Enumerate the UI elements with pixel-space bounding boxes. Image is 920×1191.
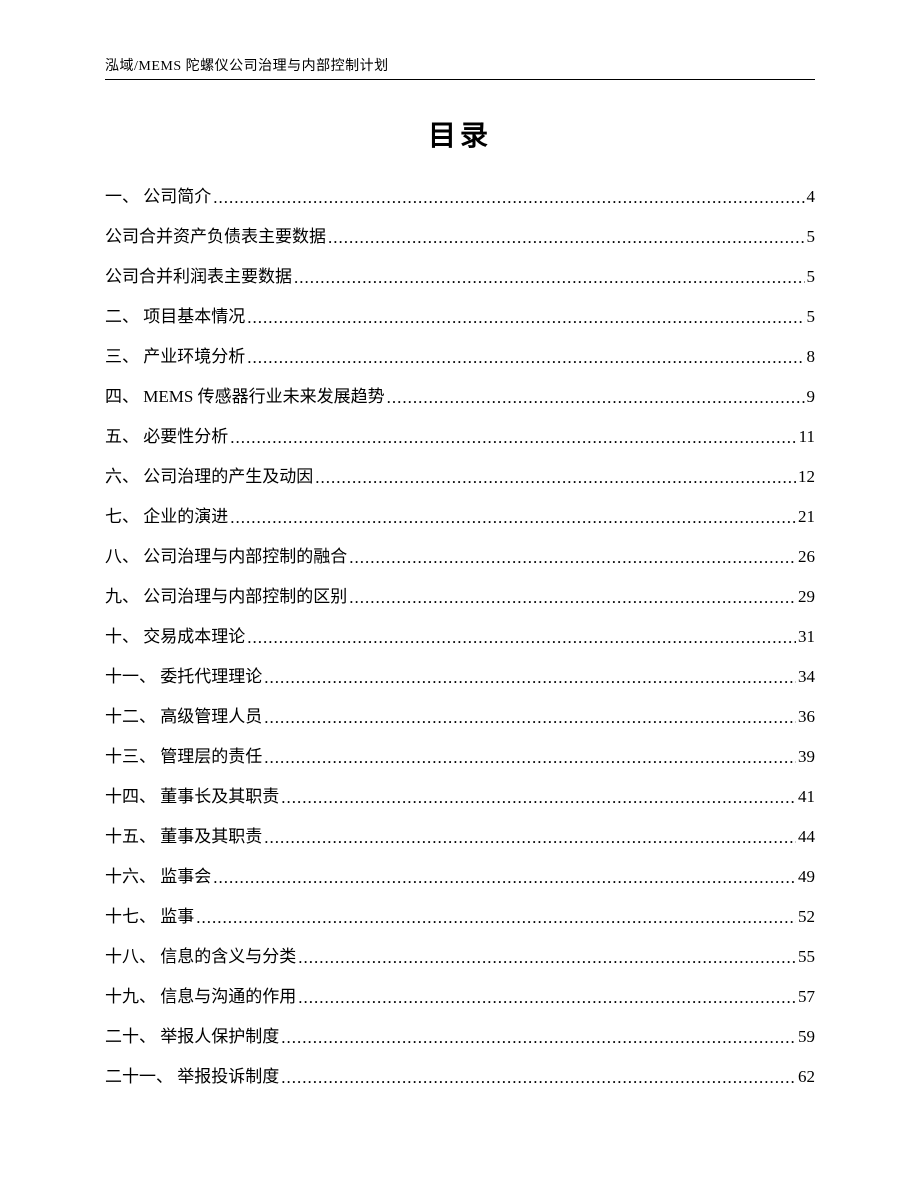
toc-item-page: 59 (798, 1027, 815, 1047)
toc-item-label: 五、 必要性分析 (105, 422, 228, 447)
toc-item-label: 二十、 举报人保护制度 (105, 1022, 279, 1047)
toc-item: 十四、 董事长及其职责 41 (105, 782, 815, 822)
toc-leader-dots (294, 268, 805, 288)
toc-item-label: 十四、 董事长及其职责 (105, 782, 279, 807)
toc-item: 三、 产业环境分析 8 (105, 342, 815, 382)
toc-leader-dots (298, 988, 796, 1008)
toc-item-label: 十七、 监事 (105, 902, 194, 927)
toc-leader-dots (247, 628, 796, 648)
toc-item-label: 十九、 信息与沟通的作用 (105, 982, 296, 1007)
toc-leader-dots (230, 508, 796, 528)
toc-item-page: 21 (798, 507, 815, 527)
toc-item-page: 49 (798, 867, 815, 887)
toc-leader-dots (281, 1028, 796, 1048)
table-of-contents: 一、 公司简介4公司合并资产负债表主要数据5公司合并利润表主要数据5二、 项目基… (105, 182, 815, 1102)
toc-item-page: 44 (798, 827, 815, 847)
toc-item: 七、 企业的演进 21 (105, 502, 815, 542)
toc-item: 公司合并资产负债表主要数据 5 (105, 222, 815, 262)
toc-leader-dots (387, 388, 805, 408)
toc-item-page: 36 (798, 707, 815, 727)
toc-item-label: 四、 MEMS 传感器行业未来发展趋势 (105, 382, 385, 407)
toc-item: 二十、 举报人保护制度 59 (105, 1022, 815, 1062)
toc-item: 二、 项目基本情况 5 (105, 302, 815, 342)
toc-item-page: 5 (807, 227, 816, 247)
toc-leader-dots (349, 588, 796, 608)
toc-item-label: 一、 公司简介 (105, 182, 211, 207)
toc-item-page: 41 (798, 787, 815, 807)
toc-item-page: 62 (798, 1067, 815, 1087)
toc-item: 十三、 管理层的责任 39 (105, 742, 815, 782)
toc-item-page: 31 (798, 627, 815, 647)
toc-leader-dots (247, 308, 804, 328)
toc-item-page: 5 (807, 307, 816, 327)
toc-item-page: 8 (807, 347, 816, 367)
toc-leader-dots (264, 748, 796, 768)
toc-item: 八、 公司治理与内部控制的融合 26 (105, 542, 815, 582)
toc-item-label: 十三、 管理层的责任 (105, 742, 262, 767)
toc-leader-dots (264, 668, 796, 688)
toc-item: 十九、 信息与沟通的作用 57 (105, 982, 815, 1022)
toc-item: 十一、 委托代理理论 34 (105, 662, 815, 702)
toc-item-page: 11 (799, 427, 815, 447)
toc-item-label: 二十一、 举报投诉制度 (105, 1062, 279, 1087)
toc-item-label: 六、 公司治理的产生及动因 (105, 462, 313, 487)
toc-item-label: 七、 企业的演进 (105, 502, 228, 527)
toc-item-page: 29 (798, 587, 815, 607)
toc-item: 一、 公司简介 4 (105, 182, 815, 222)
toc-item-label: 八、 公司治理与内部控制的融合 (105, 542, 347, 567)
toc-item-page: 57 (798, 987, 815, 1007)
toc-item-label: 十一、 委托代理理论 (105, 662, 262, 687)
toc-title: 目录 (105, 114, 815, 154)
toc-leader-dots (281, 788, 796, 808)
toc-item-page: 34 (798, 667, 815, 687)
toc-leader-dots (196, 908, 796, 928)
document-page: 泓域/MEMS 陀螺仪公司治理与内部控制计划 目录 一、 公司简介 4 公司合并资产… (0, 0, 920, 1191)
toc-leader-dots (213, 868, 796, 888)
toc-item-label: 九、 公司治理与内部控制的区别 (105, 582, 347, 607)
toc-item-label: 十二、 高级管理人员 (105, 702, 262, 727)
toc-item: 五、 必要性分析 11 (105, 422, 815, 462)
toc-leader-dots (213, 188, 804, 208)
toc-item-label: 三、 产业环境分析 (105, 342, 245, 367)
toc-item: 九、 公司治理与内部控制的区别 29 (105, 582, 815, 622)
toc-item-page: 5 (807, 267, 816, 287)
toc-item-page: 12 (798, 467, 815, 487)
toc-item: 四、 MEMS 传感器行业未来发展趋势 9 (105, 382, 815, 422)
toc-item-page: 52 (798, 907, 815, 927)
toc-item-label: 二、 项目基本情况 (105, 302, 245, 327)
toc-item-page: 39 (798, 747, 815, 767)
toc-leader-dots (247, 348, 804, 368)
toc-item: 二十一、 举报投诉制度 62 (105, 1062, 815, 1102)
toc-leader-dots (328, 228, 805, 248)
toc-item: 十、 交易成本理论 31 (105, 622, 815, 662)
toc-item-label: 十八、 信息的含义与分类 (105, 942, 296, 967)
toc-leader-dots (230, 428, 796, 448)
toc-item: 十五、 董事及其职责 44 (105, 822, 815, 862)
toc-item: 公司合并利润表主要数据 5 (105, 262, 815, 302)
toc-item: 十六、 监事会 49 (105, 862, 815, 902)
toc-leader-dots (281, 1068, 796, 1088)
toc-item-label: 十五、 董事及其职责 (105, 822, 262, 847)
toc-leader-dots (298, 948, 796, 968)
toc-leader-dots (349, 548, 796, 568)
toc-item-page: 9 (807, 387, 816, 407)
toc-item-page: 26 (798, 547, 815, 567)
toc-leader-dots (315, 468, 796, 488)
toc-leader-dots (264, 708, 796, 728)
toc-leader-dots (264, 828, 796, 848)
toc-item-page: 55 (798, 947, 815, 967)
toc-item-page: 4 (807, 187, 816, 207)
toc-item-label: 十六、 监事会 (105, 862, 211, 887)
toc-item-label: 公司合并利润表主要数据 (105, 262, 292, 287)
toc-item: 六、 公司治理的产生及动因 12 (105, 462, 815, 502)
toc-item-label: 十、 交易成本理论 (105, 622, 245, 647)
page-header: 泓域/MEMS 陀螺仪公司治理与内部控制计划 (105, 55, 815, 80)
toc-item: 十二、 高级管理人员 36 (105, 702, 815, 742)
toc-item-label: 公司合并资产负债表主要数据 (105, 222, 326, 247)
toc-item: 十七、 监事 52 (105, 902, 815, 942)
toc-item: 十八、 信息的含义与分类 55 (105, 942, 815, 982)
